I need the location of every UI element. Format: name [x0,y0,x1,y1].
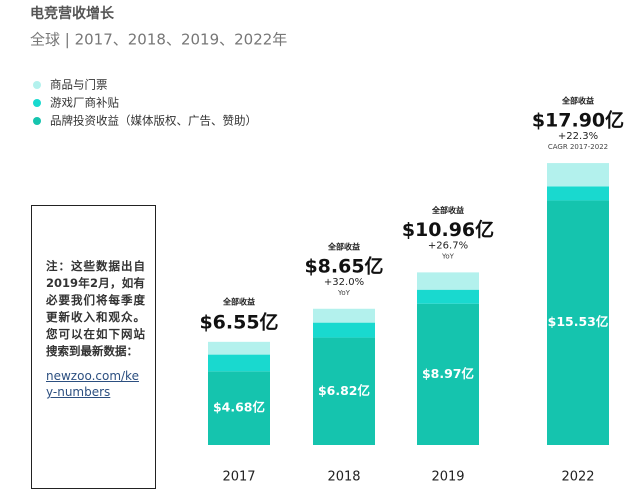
chart-subtitle: 全球 | 2017、2018、2019、2022年 [30,31,287,49]
x-tick-label: 2019 [431,470,464,485]
bar-label: $15.53亿 [548,314,609,329]
bar-label: $8.97亿 [422,366,474,381]
x-tick-label: 2022 [561,470,594,485]
x-tick-label: 2018 [327,470,360,485]
legend-label: 游戏厂商补贴 [50,96,119,110]
bar-segment [208,341,270,355]
growth-label: +26.7% [428,240,468,251]
total-caption: 全部收益 [327,241,360,251]
bar-segment [313,337,375,445]
total-caption: 全部收益 [561,96,594,106]
bar-segment [417,289,479,304]
legend-swatch [33,117,41,125]
x-tick-label: 2017 [222,470,255,485]
bar-segment [417,272,479,290]
total-label: $10.96亿 [402,218,494,241]
total-label: $17.90亿 [532,109,624,132]
bar-label: $6.82亿 [318,383,370,398]
growth-label: +32.0% [324,277,364,288]
note-text: 注：这些数据出自2019年2月，如有必要我们将每季度更新收入和观众。您可以在如下… [46,259,145,358]
bar-segment [313,322,375,338]
total-caption: 全部收益 [222,296,255,306]
bar-segment [417,303,479,445]
bar-label: $4.68亿 [213,400,265,415]
note-box: 注：这些数据出自2019年2月，如有必要我们将每季度更新收入和观众。您可以在如下… [31,205,156,489]
bar-segment [547,163,609,187]
bar-segment [208,354,270,372]
growth-note: YoY [337,289,351,297]
legend-swatch [33,99,41,107]
bar-segment [208,371,270,445]
total-label: $6.55亿 [199,310,278,333]
note-link[interactable]: newzoo.com/key-numbers [46,369,139,399]
growth-note: YoY [441,252,455,260]
chart-title: 电竞营收增长 [30,5,115,22]
total-label: $8.65亿 [304,254,383,277]
total-caption: 全部收益 [431,205,464,215]
bar-segment [313,308,375,323]
legend-label: 品牌投资收益（媒体版权、广告、赞助） [50,114,257,128]
bar-segment [547,186,609,201]
legend-label: 商品与门票 [50,78,108,92]
bar-segment [547,200,609,445]
growth-label: +22.3% [558,131,598,142]
growth-note: CAGR 2017-2022 [548,143,608,151]
legend-swatch [33,81,41,89]
